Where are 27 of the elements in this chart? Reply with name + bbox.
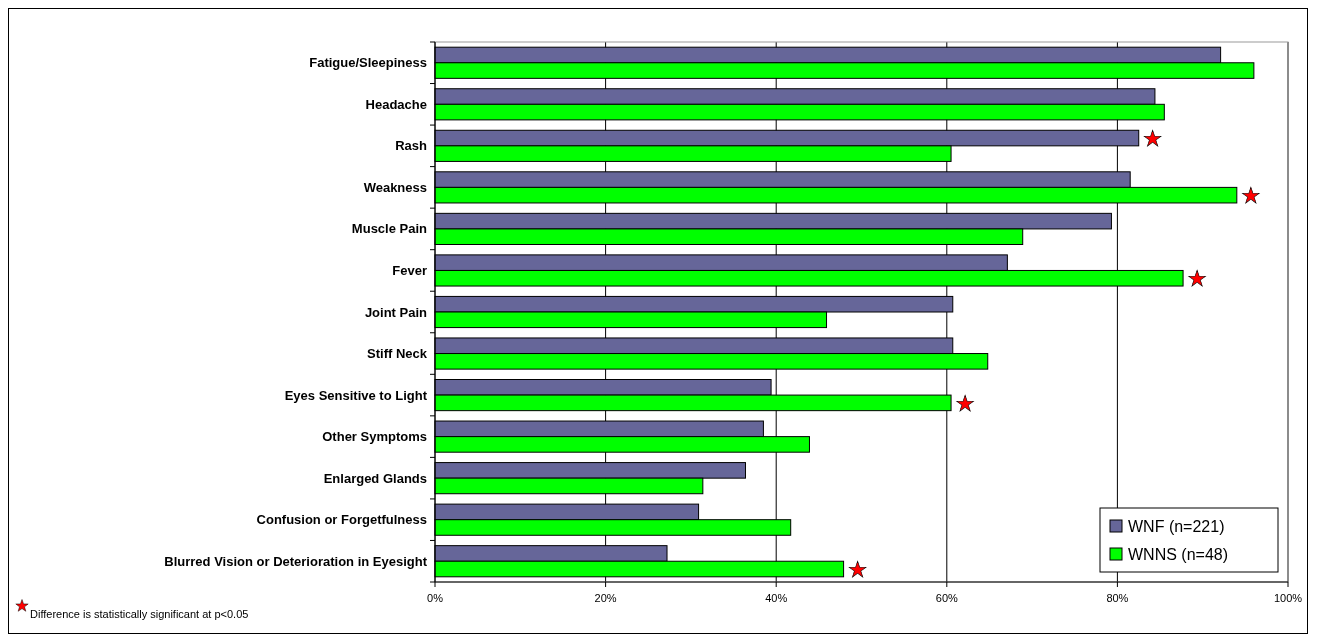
y-tick-label: Joint Pain xyxy=(364,304,428,320)
y-tick-label: Rash xyxy=(395,138,428,154)
annotation: ★ xyxy=(1187,265,1207,291)
x-tick-label: 40% xyxy=(765,592,788,604)
y-tick-label: Other Symptoms xyxy=(322,429,427,445)
y-tick-label: Enlarged Glands xyxy=(323,470,427,486)
x-tick-label: 60% xyxy=(935,592,959,604)
x-tick-label: 0% xyxy=(427,592,444,604)
annotation: ★ xyxy=(1240,182,1261,208)
y-tick-label: Headache xyxy=(365,96,427,112)
annotation: ★ xyxy=(955,390,975,416)
y-tick-label: Fatigue/Sleepiness xyxy=(309,55,427,71)
annotation: ★ xyxy=(1142,125,1163,151)
x-tick-label: 80% xyxy=(1106,592,1129,604)
legend-label: WNNS (n=48) xyxy=(1128,545,1229,563)
y-tick-label: Stiff Neck xyxy=(367,346,428,362)
y-tick-label: Weakness xyxy=(363,179,427,195)
legend-label: WNF (n=221) xyxy=(1128,517,1225,535)
text: Difference is statistically significant at p<0.05 xyxy=(30,608,249,620)
y-tick-label: Eyes Sensitive to Light xyxy=(284,387,428,403)
y-tick-label: Blurred Vision or Deterioration in Eyesight xyxy=(164,553,428,569)
y-tick-label: Fever xyxy=(392,263,427,279)
y-tick-label: Confusion or Forgetfulness xyxy=(256,512,427,528)
y-tick-label: Muscle Pain xyxy=(351,221,428,237)
annotation: ★ xyxy=(847,556,868,582)
x-tick-label: 20% xyxy=(594,592,617,604)
x-tick-label: 100% xyxy=(1273,592,1303,604)
